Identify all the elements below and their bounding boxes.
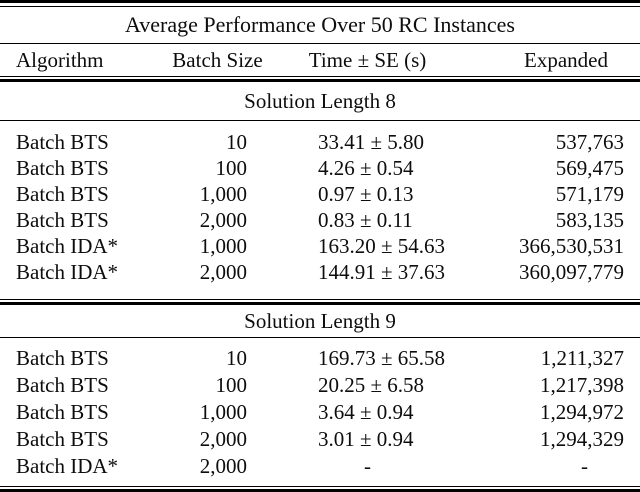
table-row: Batch BTS 1,000 3.64 ± 0.94 1,294,972 [0, 399, 640, 426]
cell-expanded: 1,294,972 [540, 400, 624, 424]
cell-time-se: 0.97 ± 0.13 [318, 181, 414, 206]
cell-expanded: - [581, 454, 588, 478]
cell-algorithm: Batch BTS [16, 373, 109, 397]
cell-expanded: 360,097,779 [519, 259, 624, 284]
cell-batch-size: 1,000 [199, 181, 247, 206]
cell-algorithm: Batch BTS [16, 346, 109, 370]
cell-batch-size: 2,000 [199, 259, 247, 284]
cell-expanded: 571,179 [555, 181, 624, 206]
cell-time-se: 33.41 ± 5.80 [318, 129, 425, 154]
section-label-text: Solution Length 8 [244, 88, 396, 113]
cell-time-se: 3.01 ± 0.94 [318, 427, 414, 451]
top-rule-thin [0, 6, 640, 7]
cell-expanded: 583,135 [555, 207, 624, 232]
section-divider-thick [0, 302, 640, 305]
cell-algorithm: Batch IDA* [16, 454, 119, 478]
cell-batch-size: 2,000 [199, 427, 247, 451]
table-row: Batch IDA* 2,000 144.91 ± 37.63 360,097,… [0, 259, 640, 285]
column-header-row: Algorithm Batch Size Time ± SE (s) Expan… [0, 44, 640, 76]
section9-divider-rule [0, 337, 640, 338]
header-divider-thin [0, 76, 640, 77]
cell-batch-size: 1,000 [199, 400, 247, 424]
cell-algorithm: Batch BTS [16, 400, 109, 424]
section8-divider-rule [0, 120, 640, 121]
cell-expanded: 537,763 [555, 129, 624, 154]
section-label-text: Solution Length 9 [244, 308, 396, 333]
cell-expanded: 366,530,531 [519, 233, 624, 258]
cell-batch-size: 1,000 [199, 233, 247, 258]
table-row: Batch IDA* 1,000 163.20 ± 54.63 366,530,… [0, 233, 640, 259]
table-row: Batch IDA* 2,000 - - [0, 453, 640, 480]
header-divider-thick [0, 79, 640, 82]
cell-time-se: 163.20 ± 54.63 [318, 233, 446, 258]
cell-algorithm: Batch BTS [16, 427, 109, 451]
cell-expanded: 1,294,329 [540, 427, 624, 451]
cell-batch-size: 100 [215, 373, 248, 397]
title-divider-rule [0, 43, 640, 44]
column-header-expanded: Expanded [524, 47, 608, 72]
cell-batch-size: 10 [226, 129, 247, 154]
table-row: Batch BTS 10 169.73 ± 65.58 1,211,327 [0, 345, 640, 372]
cell-expanded: 569,475 [555, 155, 624, 180]
cell-batch-size: 2,000 [199, 454, 247, 478]
cell-time-se: - [364, 454, 371, 478]
section-label-length-8: Solution Length 8 [0, 82, 640, 120]
cell-algorithm: Batch BTS [16, 129, 109, 154]
section8-body: Batch BTS 10 33.41 ± 5.80 537,763 Batch … [0, 121, 640, 299]
table-row: Batch BTS 2,000 0.83 ± 0.11 583,135 [0, 207, 640, 233]
section9-body: Batch BTS 10 169.73 ± 65.58 1,211,327 Ba… [0, 338, 640, 486]
section-divider-thin [0, 299, 640, 300]
table-title-row: Average Performance Over 50 RC Instances [0, 7, 640, 43]
table-row: Batch BTS 10 33.41 ± 5.80 537,763 [0, 129, 640, 155]
column-header-batch-size: Batch Size [172, 47, 263, 72]
table-title: Average Performance Over 50 RC Instances [125, 12, 515, 37]
column-header-algorithm: Algorithm [16, 47, 104, 72]
table-row: Batch BTS 100 20.25 ± 6.58 1,217,398 [0, 372, 640, 399]
cell-algorithm: Batch IDA* [16, 233, 119, 258]
cell-time-se: 4.26 ± 0.54 [318, 155, 414, 180]
cell-batch-size: 2,000 [199, 207, 247, 232]
cell-batch-size: 10 [226, 346, 247, 370]
cell-algorithm: Batch BTS [16, 181, 109, 206]
table-row: Batch BTS 2,000 3.01 ± 0.94 1,294,329 [0, 426, 640, 453]
cell-algorithm: Batch BTS [16, 155, 109, 180]
cell-time-se: 20.25 ± 6.58 [318, 373, 425, 397]
table-row: Batch BTS 1,000 0.97 ± 0.13 571,179 [0, 181, 640, 207]
cell-time-se: 169.73 ± 65.58 [318, 346, 446, 370]
bottom-rule-thin [0, 486, 640, 487]
bottom-rule-thick [0, 489, 640, 492]
column-header-time-se: Time ± SE (s) [308, 47, 427, 72]
cell-expanded: 1,217,398 [540, 373, 624, 397]
top-rule-thick [0, 0, 640, 3]
cell-algorithm: Batch IDA* [16, 259, 119, 284]
cell-expanded: 1,211,327 [540, 346, 624, 370]
cell-algorithm: Batch BTS [16, 207, 109, 232]
table-row: Batch BTS 100 4.26 ± 0.54 569,475 [0, 155, 640, 181]
cell-batch-size: 100 [215, 155, 248, 180]
section-label-length-9: Solution Length 9 [0, 305, 640, 337]
cell-time-se: 3.64 ± 0.94 [318, 400, 414, 424]
cell-time-se: 0.83 ± 0.11 [318, 207, 413, 232]
cell-time-se: 144.91 ± 37.63 [318, 259, 446, 284]
